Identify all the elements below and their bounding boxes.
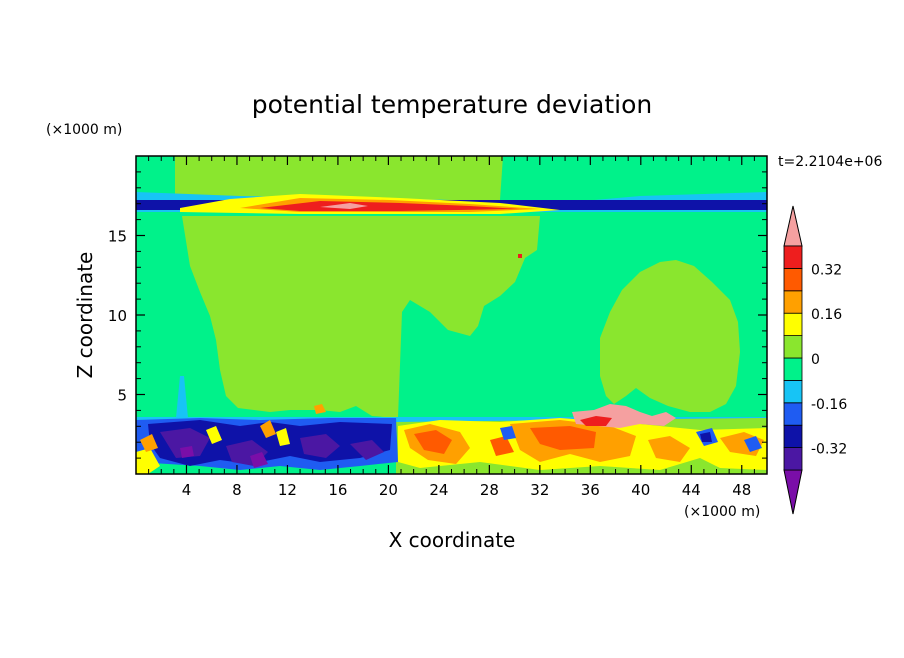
y-tick-label: 5 [117, 387, 127, 405]
colorbar-low-arrow [783, 469, 803, 515]
colorbar-label: -0.16 [811, 397, 847, 413]
warm-dot-red [518, 254, 522, 258]
chart-title: potential temperature deviation [252, 90, 652, 119]
contour-field [136, 156, 767, 474]
colorbar-high-arrow [783, 205, 803, 247]
y-unit-label: (×1000 m) [46, 122, 122, 138]
cold-pocket-navy [700, 432, 712, 442]
x-tick-label: 8 [232, 481, 242, 499]
colorbar-swatch [783, 312, 803, 337]
y-axis: 5 10 15 [108, 228, 767, 405]
colorbar-swatch [783, 424, 803, 449]
colorbar-label: -0.32 [811, 442, 847, 458]
warm-cell-right [600, 260, 740, 412]
colorbar-swatch [783, 447, 803, 471]
minor-ticks [136, 156, 767, 474]
bl-violet-spots [180, 446, 268, 468]
x-tick-label: 28 [480, 481, 499, 499]
y-axis-label: Z coordinate [73, 252, 97, 379]
y-tick-label: 10 [108, 307, 127, 325]
warm-plume-main [182, 216, 540, 418]
x-tick-label: 24 [429, 481, 448, 499]
warm-plume-upper [175, 156, 503, 200]
colorbar-swatch [783, 379, 803, 404]
cold-pockets-right [500, 426, 762, 452]
cyan-spike [176, 376, 188, 418]
colorbar-label: 0.32 [811, 262, 842, 278]
colorbar-swatch [783, 402, 803, 426]
time-label: t=2.2104e+06 [778, 154, 882, 170]
x-tick-label: 12 [278, 481, 297, 499]
warm-dots [314, 404, 326, 414]
x-axis-label: X coordinate [389, 528, 516, 552]
x-tick-label: 20 [379, 481, 398, 499]
colorbar-label: 0 [811, 352, 820, 368]
colorbar-swatch [783, 245, 803, 269]
y-tick-label: 15 [108, 228, 127, 246]
colorbar-swatch [783, 290, 803, 314]
bl-mixed-left [136, 426, 290, 474]
x-tick-label: 32 [530, 481, 549, 499]
x-tick-label: 16 [328, 481, 347, 499]
x-tick-label: 48 [732, 481, 751, 499]
tropopause-pink [320, 203, 368, 209]
colorbar-label: 0.16 [811, 307, 842, 323]
x-tick-label: 40 [631, 481, 650, 499]
x-tick-label: 44 [682, 481, 701, 499]
tropopause-red [260, 201, 520, 211]
x-unit-label: (×1000 m) [684, 504, 760, 520]
bl-orange-left [140, 420, 276, 452]
bl-red-right [414, 426, 596, 456]
colorbar: 0.32 0.16 0 -0.16 -0.32 [783, 205, 847, 515]
bl-red-crown [580, 416, 612, 426]
colorbar-swatch [783, 335, 803, 359]
x-tick-label: 4 [182, 481, 192, 499]
colorbar-swatch [783, 267, 803, 292]
colorbar-swatch [783, 357, 803, 381]
bl-purple-left [160, 428, 384, 466]
x-tick-label: 36 [581, 481, 600, 499]
x-axis: 4 8 12 16 20 24 28 32 36 40 44 48 [182, 156, 751, 499]
